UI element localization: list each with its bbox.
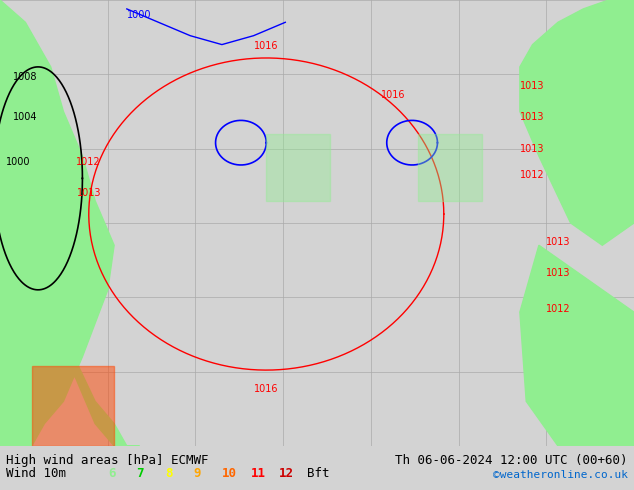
Text: 1012: 1012 [546,304,570,314]
Text: 8: 8 [165,467,172,480]
Text: Bft: Bft [307,467,330,480]
Text: 1013: 1013 [77,188,101,198]
Text: Th 06-06-2024 12:00 UTC (00+60): Th 06-06-2024 12:00 UTC (00+60) [395,454,628,467]
Text: 1013: 1013 [521,112,545,122]
Polygon shape [520,245,634,446]
Text: 1013: 1013 [521,144,545,153]
Text: 10: 10 [222,467,237,480]
Text: 1013: 1013 [521,81,545,91]
Text: 1000: 1000 [6,157,31,167]
Polygon shape [266,134,330,201]
Text: 1004: 1004 [13,112,37,122]
Text: 6: 6 [108,467,115,480]
Polygon shape [32,366,114,446]
Polygon shape [520,0,634,245]
Text: 1013: 1013 [546,269,570,278]
Text: 11: 11 [250,467,266,480]
Text: 9: 9 [193,467,201,480]
Text: 1012: 1012 [77,157,101,167]
Text: 1012: 1012 [521,171,545,180]
Text: Wind 10m: Wind 10m [6,467,67,480]
Text: 12: 12 [279,467,294,480]
Text: 1008: 1008 [13,72,37,82]
Text: ©weatheronline.co.uk: ©weatheronline.co.uk [493,470,628,480]
Text: 1000: 1000 [127,10,152,20]
Text: 7: 7 [136,467,144,480]
Text: 1016: 1016 [381,90,405,100]
Polygon shape [418,134,482,201]
Text: High wind areas [hPa] ECMWF: High wind areas [hPa] ECMWF [6,454,209,467]
Text: 1016: 1016 [254,41,278,51]
Text: 1013: 1013 [546,237,570,247]
Polygon shape [0,0,114,446]
Text: 1016: 1016 [254,384,278,394]
Polygon shape [51,290,139,446]
